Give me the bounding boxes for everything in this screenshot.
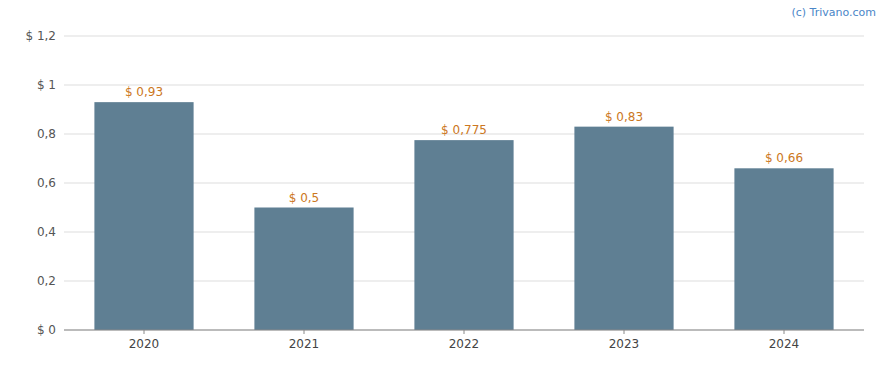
y-tick-label: 0,8 [37,127,56,141]
bar [574,127,673,330]
data-label: $ 0,66 [765,151,803,165]
chart-container: $ 0 0,2 0,4 0,6 0,8 $ 1 $ 1,2 2020 2021 2022 2023 2… [0,0,888,370]
bar [254,208,353,331]
y-tick-label: 0,4 [37,225,56,239]
x-tick [464,330,465,334]
grid-line [64,36,864,37]
bar [734,168,833,330]
data-label: $ 0,83 [605,110,643,124]
y-grid [64,36,864,330]
y-tick-label: 0,6 [37,176,56,190]
x-tick [784,330,785,334]
y-tick-label: $ 1 [37,78,56,92]
y-tick-label: $ 0 [37,323,56,337]
data-label: $ 0,93 [125,85,163,99]
x-tick [624,330,625,334]
data-label: $ 0,775 [441,123,487,137]
chart-svg: $ 0 0,2 0,4 0,6 0,8 $ 1 $ 1,2 2020 2021 2022 2023 2… [0,0,888,370]
data-label: $ 0,5 [289,191,320,205]
bars [94,102,833,330]
watermark: (c) Trivano.com [791,6,876,19]
x-tick-label: 2023 [609,337,640,351]
bar [414,140,513,330]
x-tick [144,330,145,334]
x-tick [304,330,305,334]
y-tick-label: $ 1,2 [25,29,56,43]
x-tick-label: 2022 [449,337,480,351]
x-tick-label: 2020 [129,337,160,351]
bar [94,102,193,330]
y-tick-label: 0,2 [37,274,56,288]
x-tick-label: 2024 [769,337,800,351]
grid-line [64,85,864,86]
x-tick-label: 2021 [289,337,320,351]
